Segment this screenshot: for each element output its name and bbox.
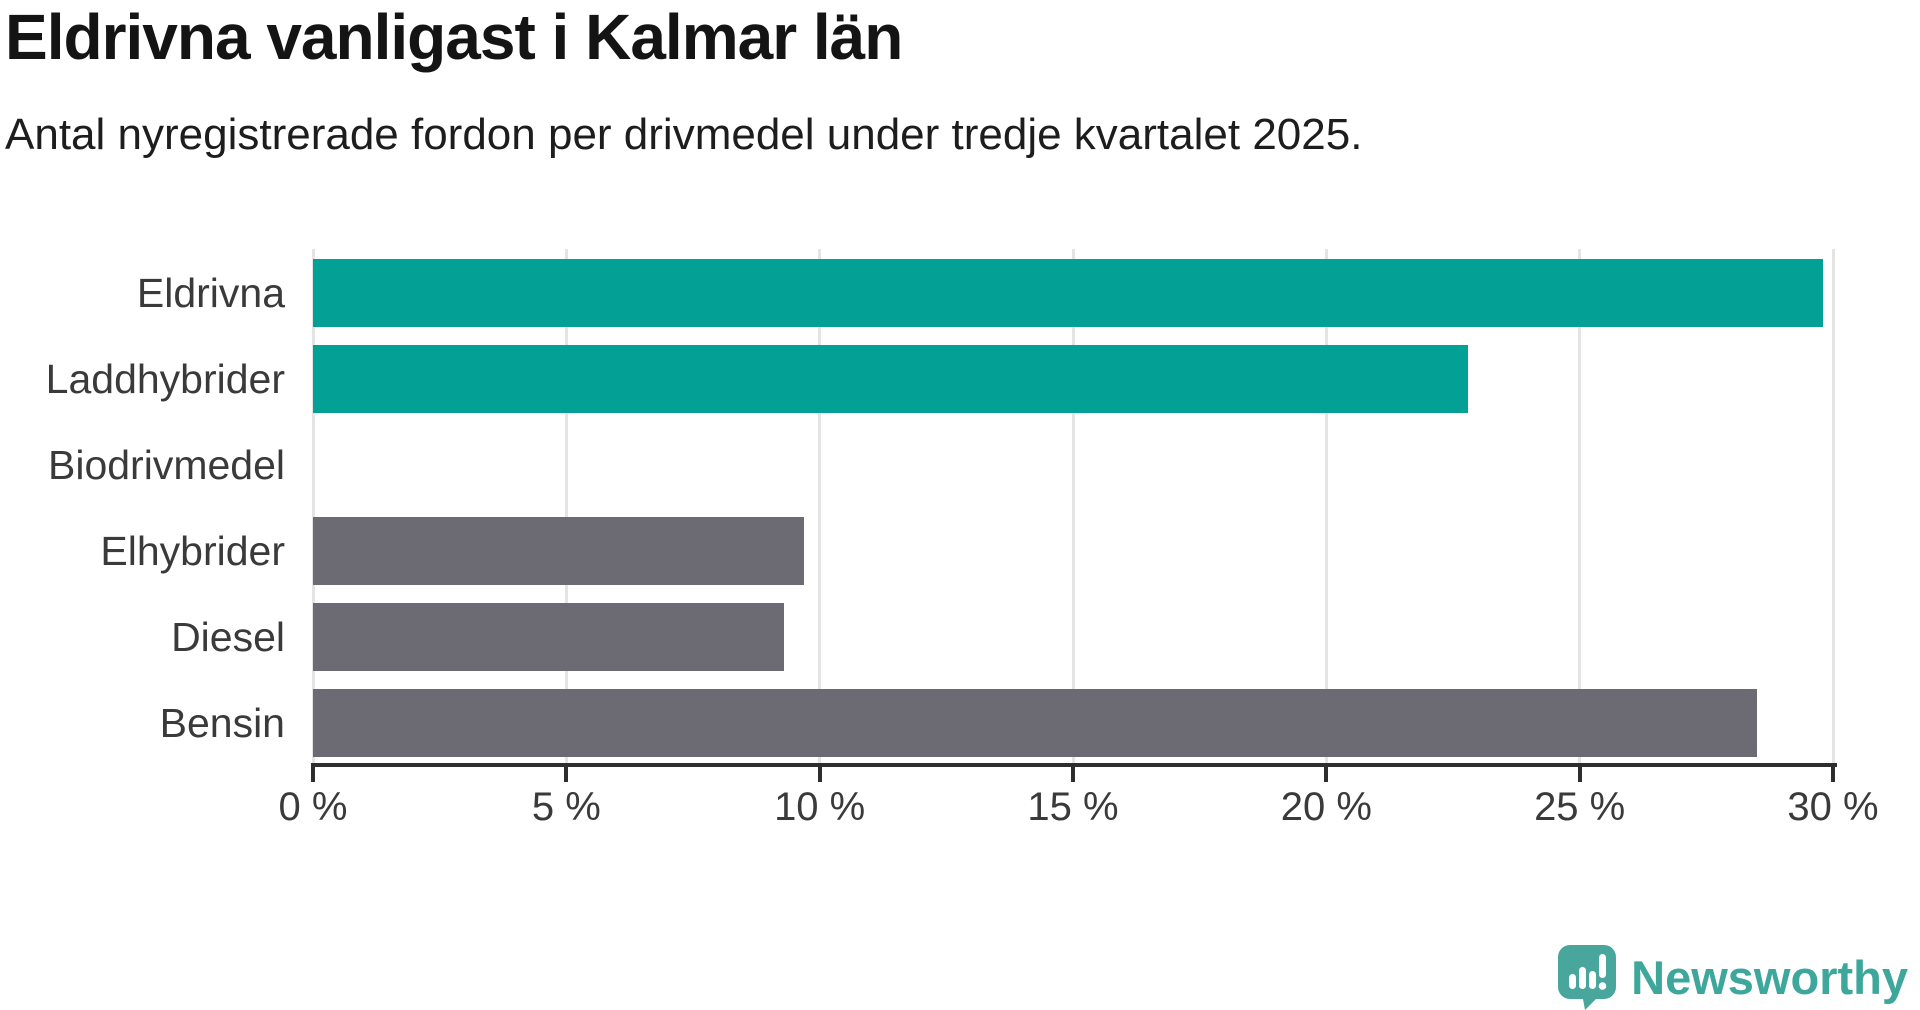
gridline-15: [1071, 249, 1075, 763]
x-tick-label-15: 15 %: [1027, 785, 1119, 829]
category-label-laddhybrider: Laddhybrider: [45, 355, 285, 402]
bar-diesel: [313, 603, 784, 671]
x-tick-label-10: 10 %: [774, 785, 866, 829]
gridline-10: [818, 249, 822, 763]
x-tick-5: [564, 767, 569, 782]
x-tick-label-25: 25 %: [1534, 785, 1626, 829]
x-tick-label-5: 5 %: [531, 785, 601, 829]
plot-area: [311, 249, 1835, 763]
category-label-biodrivmedel: Biodrivmedel: [48, 441, 285, 488]
gridline-20: [1324, 249, 1328, 763]
x-tick-label-30: 30 %: [1787, 785, 1879, 829]
bar-elhybrider: [313, 517, 804, 585]
gridline-5: [564, 249, 568, 763]
category-label-diesel: Diesel: [171, 613, 285, 660]
newsworthy-logo: Newsworthy: [1557, 944, 1908, 1010]
bar-laddhybrider: [313, 345, 1468, 413]
x-tick-label-0: 0 %: [278, 785, 348, 829]
category-label-eldrivna: Eldrivna: [136, 269, 285, 316]
gridline-25: [1578, 249, 1582, 763]
x-tick-label-20: 20 %: [1280, 785, 1372, 829]
x-axis-line: [311, 763, 1837, 767]
x-tick-15: [1071, 767, 1075, 782]
gridline-0: [311, 249, 315, 763]
chart-title: Eldrivna vanligast i Kalmar län: [5, 1, 903, 73]
chart-subtitle: Antal nyregistrerade fordon per drivmede…: [5, 110, 1363, 159]
bar-eldrivna: [313, 259, 1823, 327]
bar-bensin: [313, 689, 1757, 757]
brand-name: Newsworthy: [1631, 950, 1908, 1004]
x-tick-20: [1324, 767, 1329, 782]
x-tick-25: [1577, 767, 1582, 782]
x-tick-30: [1831, 767, 1835, 782]
x-tick-0: [311, 767, 315, 782]
category-label-bensin: Bensin: [159, 699, 285, 746]
category-label-elhybrider: Elhybrider: [100, 527, 285, 574]
newsworthy-speech-bubble-chart-icon: [1558, 945, 1617, 1010]
gridline-30: [1831, 249, 1835, 763]
x-tick-10: [817, 767, 822, 782]
